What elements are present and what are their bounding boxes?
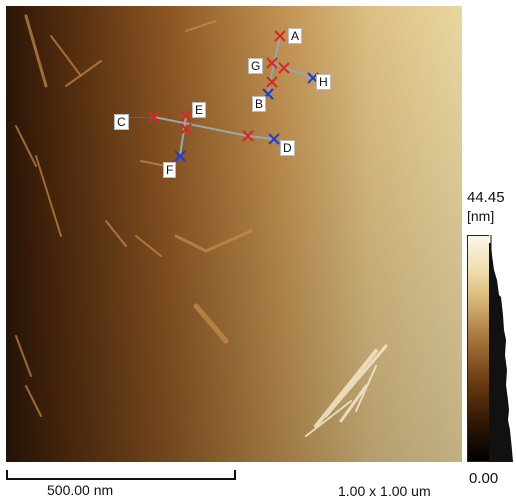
marker-a-icon[interactable] <box>274 30 286 42</box>
marker-d-icon[interactable] <box>268 133 280 145</box>
line-cd <box>153 116 249 137</box>
marker-label-c[interactable]: C <box>114 114 129 130</box>
scale-bar-label: 500.00 nm <box>47 482 114 498</box>
marker-label-h[interactable]: H <box>316 74 331 90</box>
marker-c-icon[interactable] <box>148 111 160 123</box>
line-gh <box>271 62 314 79</box>
afm-height-image[interactable]: A B C D E F G H <box>6 6 462 462</box>
line-cd-end <box>247 135 275 140</box>
afm-image-canvas <box>6 6 462 462</box>
colorbar-min-label: 0.00 <box>469 470 499 487</box>
marker-label-a[interactable]: A <box>288 28 303 44</box>
marker-label-d[interactable]: D <box>280 140 295 156</box>
bright-fibril-cluster <box>305 344 388 437</box>
measurement-lines <box>120 35 314 157</box>
colorbar-max-label: 44.45 <box>467 189 505 206</box>
marker-label-f[interactable]: F <box>163 162 177 178</box>
marker-e-icon[interactable] <box>180 110 192 122</box>
fibril-features <box>15 14 253 417</box>
marker-label-g[interactable]: G <box>248 58 264 74</box>
marker-mid-4-icon[interactable] <box>242 130 254 142</box>
marker-mid-2-icon[interactable] <box>278 62 290 74</box>
marker-g-icon[interactable] <box>266 57 278 69</box>
marker-label-b[interactable]: B <box>252 96 267 112</box>
marker-f-icon[interactable] <box>174 150 186 162</box>
scan-size-label: 1.00 x 1.00 um <box>338 483 431 499</box>
marker-mid-3-icon[interactable] <box>180 123 192 135</box>
line-ef <box>179 115 187 157</box>
marker-mid-1-icon[interactable] <box>266 76 278 88</box>
height-histogram <box>489 235 515 462</box>
scale-bar <box>6 470 236 480</box>
marker-label-e[interactable]: E <box>192 102 207 118</box>
line-ab <box>272 35 281 69</box>
afm-shading <box>6 6 462 462</box>
colorbar-unit-label: [nm] <box>467 208 495 224</box>
